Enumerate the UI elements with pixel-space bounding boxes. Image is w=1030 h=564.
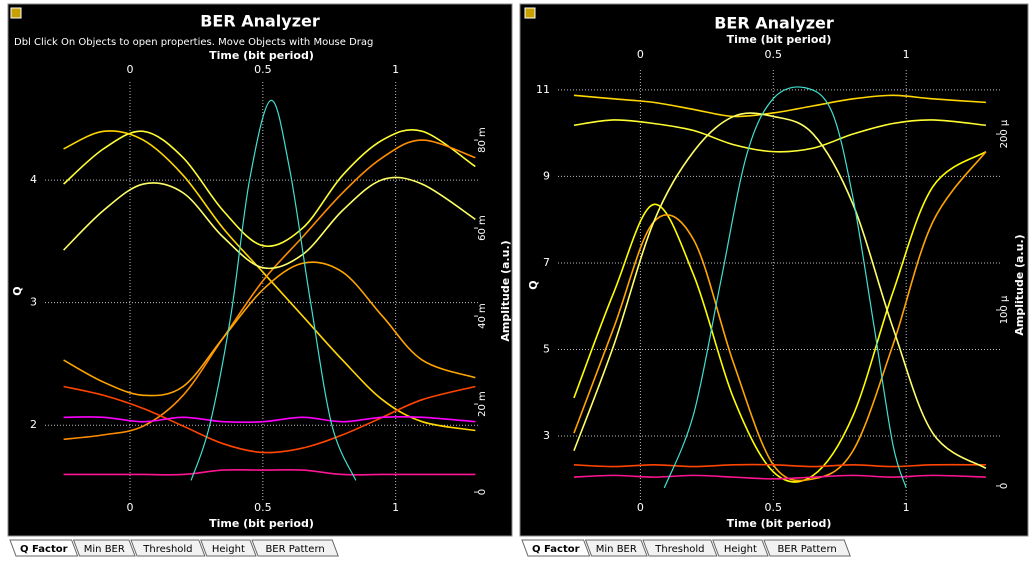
y2-axis-label: Amplitude (a.u.) — [1013, 234, 1026, 335]
trace — [63, 176, 476, 270]
trace — [573, 119, 986, 153]
tab-label[interactable]: BER Pattern — [265, 544, 324, 555]
x-tick-label: 1 — [903, 501, 910, 514]
tab[interactable] — [9, 539, 79, 557]
tab[interactable] — [251, 539, 339, 557]
tab[interactable] — [521, 539, 591, 557]
y-axis-label: Q — [11, 286, 24, 295]
x2-tick-label: 0 — [127, 63, 134, 76]
tab[interactable] — [763, 539, 851, 557]
tab-label[interactable]: Threshold — [654, 544, 704, 555]
x-axis-label: Time (bit period) — [727, 517, 832, 530]
trace — [63, 385, 476, 454]
tab-label[interactable]: Q Factor — [20, 544, 68, 555]
x-axis-label: Time (bit period) — [209, 517, 314, 530]
title: BER Analyzer — [200, 12, 320, 31]
y-axis-label: Q — [527, 280, 540, 289]
trace — [63, 415, 476, 424]
tab[interactable] — [712, 539, 769, 557]
y2-tick-label: 100 µ — [999, 295, 1010, 324]
y2-tick-label: 20 m — [477, 391, 488, 417]
tab-label[interactable]: Height — [724, 544, 757, 555]
tab[interactable] — [584, 539, 648, 557]
trace — [573, 151, 987, 482]
x2-tick-label: 0.5 — [765, 48, 783, 61]
trace — [63, 261, 476, 397]
trace — [63, 130, 476, 432]
y-tick-label: 3 — [543, 429, 550, 442]
y2-tick-label: 40 m — [477, 303, 488, 329]
trace — [573, 112, 987, 470]
y2-tick-label: 80 m — [477, 127, 488, 153]
tab-label[interactable]: Height — [212, 544, 245, 555]
x2-tick-label: 1 — [392, 63, 399, 76]
window-icon[interactable] — [10, 7, 22, 19]
window-icon[interactable] — [524, 7, 536, 19]
title: BER Analyzer — [714, 14, 834, 33]
y-tick-label: 3 — [30, 296, 37, 309]
tab[interactable] — [200, 539, 257, 557]
trace — [573, 94, 986, 118]
tab-label[interactable]: Min BER — [596, 544, 637, 555]
x-tick-label: 0 — [127, 501, 134, 514]
trace — [63, 139, 476, 441]
y2-tick-label: 0 — [477, 489, 488, 495]
x-tick-label: 0.5 — [254, 501, 272, 514]
y2-tick-label: 200 µ — [999, 119, 1010, 148]
x2-tick-label: 1 — [903, 48, 910, 61]
y-tick-label: 9 — [543, 169, 550, 182]
x2-axis-label: Time (bit period) — [209, 49, 314, 62]
tab-label[interactable]: Threshold — [142, 544, 192, 555]
x2-axis-label: Time (bit period) — [727, 33, 832, 46]
trace — [190, 99, 357, 481]
x2-tick-label: 0.5 — [254, 63, 272, 76]
x2-tick-label: 0 — [637, 48, 644, 61]
tab[interactable] — [72, 539, 136, 557]
subtitle: Dbl Click On Objects to open properties.… — [14, 37, 373, 48]
panel-right — [519, 3, 1029, 537]
y-tick-label: 5 — [543, 342, 550, 355]
tab[interactable] — [642, 539, 718, 557]
tab-label[interactable]: Min BER — [84, 544, 125, 555]
x-tick-label: 0 — [637, 501, 644, 514]
y-tick-label: 11 — [536, 83, 550, 96]
trace — [573, 474, 986, 480]
trace — [663, 86, 907, 489]
x-tick-label: 1 — [392, 501, 399, 514]
y2-tick-label: 0 — [999, 483, 1010, 489]
trace — [63, 468, 476, 476]
trace — [573, 463, 986, 468]
tab[interactable] — [130, 539, 206, 557]
y2-axis-label: Amplitude (a.u.) — [499, 240, 512, 341]
y-tick-label: 2 — [30, 418, 37, 431]
trace — [63, 128, 476, 248]
tab-label[interactable]: BER Pattern — [777, 544, 836, 555]
y-tick-label: 4 — [30, 173, 37, 186]
y-tick-label: 7 — [543, 256, 550, 269]
y2-tick-label: 60 m — [477, 215, 488, 241]
x-tick-label: 0.5 — [765, 501, 783, 514]
tab-label[interactable]: Q Factor — [532, 544, 580, 555]
